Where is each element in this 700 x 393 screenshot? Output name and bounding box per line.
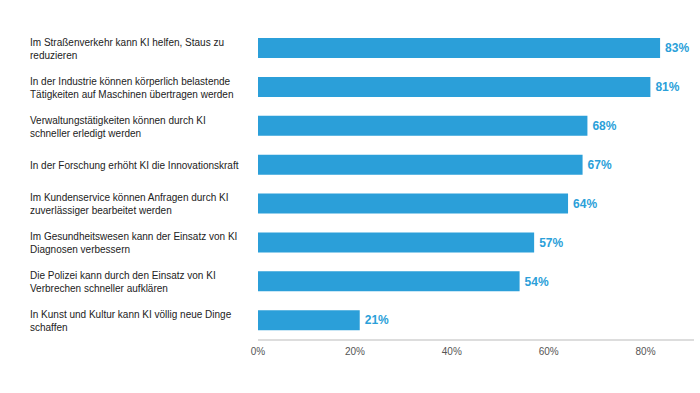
svg-text:0%: 0% — [251, 346, 266, 357]
svg-text:Verbrechen schneller aufklären: Verbrechen schneller aufklären — [30, 283, 168, 294]
svg-text:20%: 20% — [345, 346, 365, 357]
svg-text:67%: 67% — [588, 158, 612, 172]
svg-text:Die Polizei kann durch den Ein: Die Polizei kann durch den Einsatz von K… — [30, 270, 216, 281]
svg-text:reduzieren: reduzieren — [30, 50, 77, 61]
svg-text:Im Gesundheitswesen kann der E: Im Gesundheitswesen kann der Einsatz von… — [30, 231, 237, 242]
svg-text:Im Straßenverkehr kann KI helf: Im Straßenverkehr kann KI helfen, Staus … — [30, 37, 224, 48]
svg-text:In Kunst und Kultur kann KI vö: In Kunst und Kultur kann KI völlig neue … — [30, 309, 232, 320]
svg-text:Verwaltungstätigkeiten können: Verwaltungstätigkeiten können durch KI — [30, 115, 206, 126]
svg-text:81%: 81% — [655, 80, 679, 94]
svg-text:Diagnosen verbessern: Diagnosen verbessern — [30, 244, 130, 255]
svg-text:83%: 83% — [665, 41, 689, 55]
svg-text:Im Kundenservice können Anfrag: Im Kundenservice können Anfragen durch K… — [30, 192, 228, 203]
svg-text:80%: 80% — [636, 346, 656, 357]
svg-text:In der Forschung erhöht KI die: In der Forschung erhöht KI die Innovatio… — [30, 160, 239, 171]
svg-text:zuverlässiger bearbeitet werde: zuverlässiger bearbeitet werden — [30, 205, 172, 216]
svg-text:54%: 54% — [525, 275, 549, 289]
svg-text:In der Industrie können körper: In der Industrie können körperlich belas… — [30, 76, 231, 87]
svg-text:60%: 60% — [539, 346, 559, 357]
svg-text:schaffen: schaffen — [30, 322, 68, 333]
svg-text:schneller erledigt werden: schneller erledigt werden — [30, 128, 141, 139]
svg-text:68%: 68% — [592, 119, 616, 133]
svg-text:Tätigkeiten auf Maschinen über: Tätigkeiten auf Maschinen übertragen wer… — [30, 89, 233, 100]
svg-text:57%: 57% — [539, 236, 563, 250]
svg-text:64%: 64% — [573, 197, 597, 211]
svg-text:40%: 40% — [442, 346, 462, 357]
svg-text:21%: 21% — [365, 313, 389, 327]
